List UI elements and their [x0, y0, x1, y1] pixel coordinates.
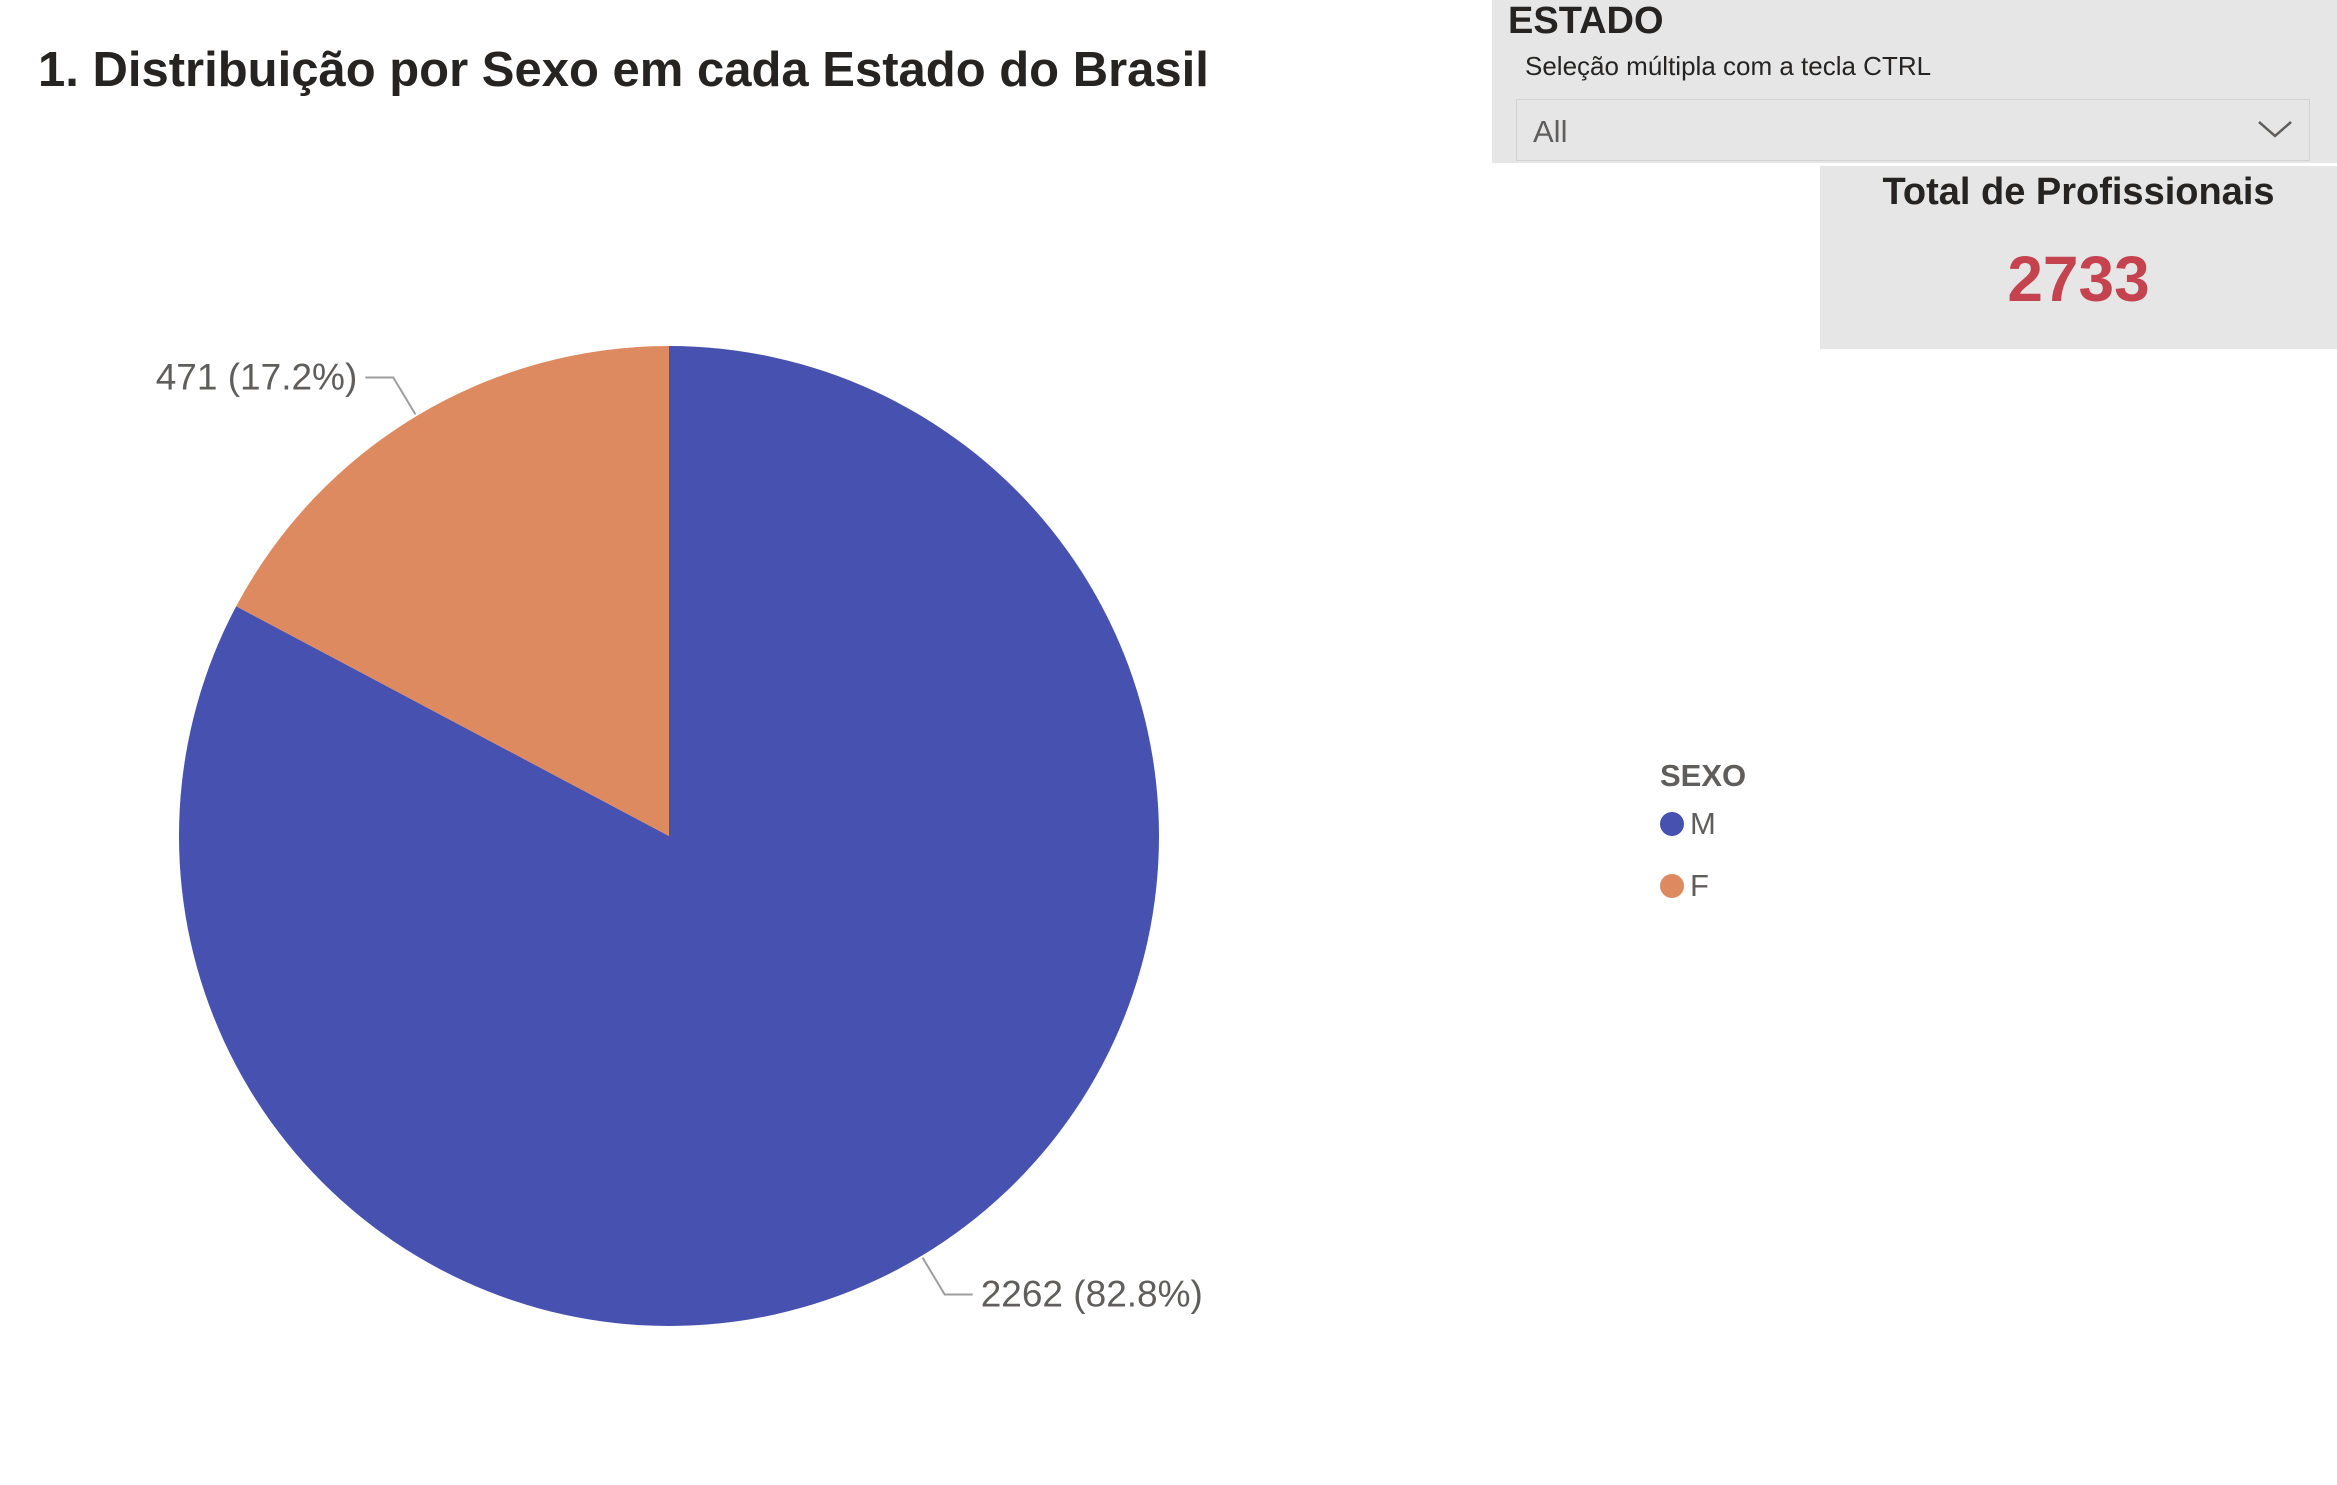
legend-dot-m [1660, 812, 1684, 836]
leader-line-m [921, 1257, 973, 1296]
card-value: 2733 [2007, 243, 2150, 315]
chart-title: 1. Distribuição por Sexo em cada Estado … [38, 43, 1209, 97]
pie-slice-f[interactable] [236, 346, 669, 836]
card-title: Total de Profissionais [1882, 171, 2275, 213]
dropdown-selected-value: All [1533, 114, 1568, 149]
legend-item-m[interactable]: M [1660, 804, 1746, 844]
legend-title: SEXO [1660, 758, 1747, 793]
leader-line-f [365, 376, 417, 415]
pie-chart: 2262 (82.8%) 471 (17.2%) [156, 346, 1203, 1326]
estado-dropdown[interactable]: All [1516, 99, 2310, 161]
estado-slicer: ESTADO Seleção múltipla com a tecla CTRL… [1492, 0, 2337, 163]
legend: SEXO M F [1660, 758, 1746, 928]
total-profissionais-card: Total de Profissionais 2733 [1820, 166, 2337, 349]
slicer-subtitle: Seleção múltipla com a tecla CTRL [1525, 51, 1932, 81]
legend-label-m: M [1690, 806, 1716, 841]
legend-label-f: F [1690, 868, 1709, 903]
legend-dot-f [1660, 874, 1684, 898]
slicer-header: ESTADO [1508, 0, 1664, 42]
legend-item-f[interactable]: F [1660, 866, 1746, 906]
data-label-m: 2262 (82.8%) [981, 1273, 1203, 1314]
chevron-down-icon[interactable] [2255, 114, 2295, 144]
data-label-f: 471 (17.2%) [156, 357, 358, 398]
